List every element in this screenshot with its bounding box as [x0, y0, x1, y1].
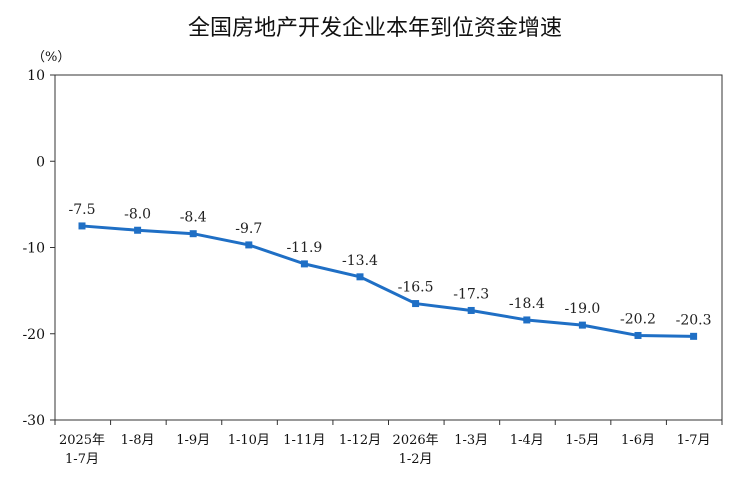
y-tick-label: -20	[22, 327, 45, 343]
plot-frame	[54, 74, 723, 421]
data-label: -18.4	[509, 296, 545, 312]
data-label: -11.9	[286, 240, 322, 256]
x-tick-label: 1-11月	[283, 433, 325, 448]
x-tick-label: 1-8月	[121, 433, 155, 448]
x-tick-label: 1-3月	[454, 433, 488, 448]
data-label: -9.7	[235, 221, 262, 237]
data-label: -19.0	[564, 301, 600, 317]
data-point	[578, 321, 586, 329]
x-tick-label: 1-7月	[677, 433, 711, 448]
data-point	[300, 260, 308, 268]
x-tick-label: 1-6月	[621, 433, 655, 448]
data-point	[134, 226, 142, 234]
x-tick-label: 1-4月	[510, 433, 544, 448]
data-label: -13.4	[342, 253, 378, 269]
y-axis-unit: （%）	[32, 50, 71, 65]
data-point	[356, 273, 364, 281]
data-label: -20.2	[620, 311, 656, 327]
data-label: -8.4	[180, 210, 207, 226]
data-point	[690, 332, 698, 340]
chart-title: 全国房地产开发企业本年到位资金增速	[187, 16, 562, 41]
data-point	[189, 230, 197, 238]
data-point	[634, 331, 642, 339]
data-label: -7.5	[69, 202, 96, 218]
y-tick-label: -30	[22, 413, 45, 429]
x-tick-label: 1-9月	[176, 433, 210, 448]
x-tick-label: 1-12月	[339, 433, 381, 448]
x-tick-label: 2025年 1-7月	[59, 433, 105, 467]
series-line	[81, 224, 694, 338]
data-label: -20.3	[676, 312, 712, 328]
y-tick-label: 0	[36, 154, 45, 170]
y-tick-label: 10	[27, 68, 45, 84]
data-point	[467, 306, 475, 314]
x-tick-label: 1-10月	[228, 433, 270, 448]
data-label: -16.5	[398, 280, 434, 296]
y-tick-label: -10	[22, 241, 45, 257]
data-point	[245, 241, 253, 249]
x-tick-label: 1-5月	[565, 433, 599, 448]
data-label: -8.0	[124, 206, 151, 222]
data-label: -17.3	[453, 286, 489, 302]
data-point	[412, 300, 420, 308]
x-tick-label: 2026年 1-2月	[393, 433, 439, 467]
data-point	[523, 316, 531, 324]
data-point	[78, 222, 86, 230]
